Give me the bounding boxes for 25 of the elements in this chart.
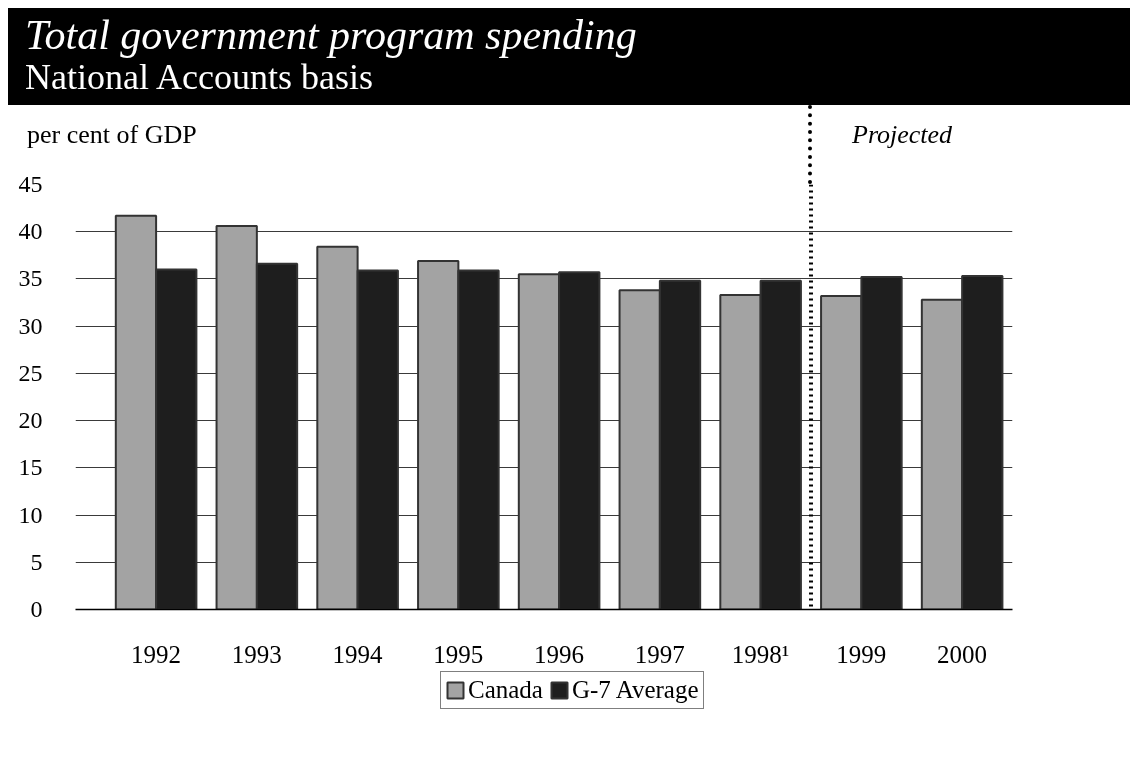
y-tick-label: 10: [18, 501, 43, 528]
x-tick-label: 1995: [433, 640, 484, 668]
y-tick-label: 5: [30, 548, 43, 575]
y-tick-label: 35: [18, 265, 43, 292]
x-tick-label: 1997: [634, 640, 685, 668]
y-tick-label: 15: [18, 454, 43, 481]
x-tick-label: 1994: [332, 640, 384, 668]
y-tick-label: 20: [18, 407, 43, 434]
chart-title: Total government program spending: [25, 12, 637, 58]
ref-line-label: Projected: [851, 120, 953, 150]
x-tick-label: 1993: [231, 640, 282, 668]
legend-label: Canada: [468, 676, 543, 704]
y-tick-label: 0: [30, 596, 43, 622]
x-tick-label: 2000: [937, 640, 988, 668]
x-tick-label: 1996: [534, 640, 585, 668]
x-tick-label: 1992: [131, 640, 182, 668]
chart-subtitle: National Accounts basis: [25, 57, 373, 97]
y-tick-label: 40: [18, 218, 43, 245]
legend-label: G-7 Average: [571, 676, 699, 704]
y-tick-label: 45: [18, 171, 43, 197]
y-tick-label: 30: [18, 312, 43, 339]
y-tick-label: 25: [18, 359, 43, 386]
x-tick-label: 1999: [836, 640, 887, 668]
y-axis-title: per cent of GDP: [27, 120, 197, 150]
x-tick-label: 1998¹: [731, 640, 790, 668]
